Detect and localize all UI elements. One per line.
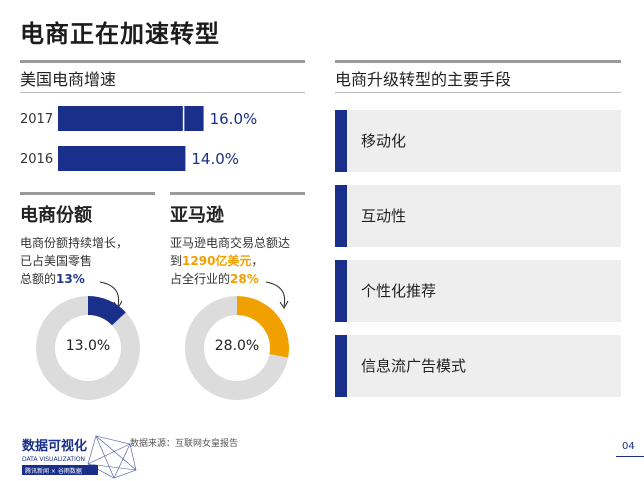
method-item-label: 个性化推荐 <box>361 282 437 300</box>
method-item-label: 互动性 <box>361 207 407 225</box>
donut-slice <box>88 296 126 326</box>
bar-value-label: 16.0% <box>210 110 258 128</box>
amazon-highlight: 28% <box>230 272 259 286</box>
section-divider <box>20 92 305 93</box>
data-source: 数据来源：互联网女皇报告 <box>130 439 239 449</box>
data-visualization-logo: 数据可视化 DATA VISUALIZATION 腾讯新闻 × 谷雨数据 <box>18 430 142 480</box>
amazon-arrowhead-icon <box>279 300 289 309</box>
share-section-title: 电商份额 <box>20 205 92 226</box>
logo-title: 数据可视化 <box>22 438 87 454</box>
amazon-text-line: 到1290亿美元， <box>170 252 320 270</box>
bar-category-label: 2016 <box>20 152 53 167</box>
bar-value-label: 14.0% <box>191 150 239 168</box>
amazon-text-line: 占全行业的28% <box>170 270 320 288</box>
bar-category-label: 2017 <box>20 112 53 127</box>
methods-section-title: 电商升级转型的主要手段 <box>335 70 512 89</box>
donut-slice <box>185 296 289 400</box>
amazon-section-title: 亚马逊 <box>170 205 224 226</box>
share-donut-label: 13.0% <box>65 338 111 354</box>
footer-spacer <box>0 420 644 421</box>
amazon-text-suffix: ， <box>251 254 264 268</box>
logo-brand-bar <box>22 465 98 475</box>
method-item-mobile: 移动化 <box>335 110 621 172</box>
network-graphic-icon <box>87 435 137 479</box>
share-description: 电商份额持续增长， 已占美国零售 总额的13% <box>20 234 170 288</box>
section-divider <box>170 192 305 195</box>
section-divider <box>335 92 621 93</box>
amazon-text-line: 亚马逊电商交易总额达 <box>170 236 291 250</box>
share-arrow-icon <box>99 281 120 307</box>
amazon-highlight: 1290亿美元 <box>182 254 252 268</box>
amazon-arrow-icon <box>265 281 286 307</box>
amazon-description: 亚马逊电商交易总额达 到1290亿美元， 占全行业的28% <box>170 234 320 288</box>
page-title: 电商正在加速转型 <box>20 20 220 48</box>
share-highlight: 13% <box>56 272 85 286</box>
section-divider <box>20 60 305 63</box>
method-item-interactive: 互动性 <box>335 185 621 247</box>
donut-charts <box>36 281 290 400</box>
method-item-personalized: 个性化推荐 <box>335 260 621 322</box>
growth-section-title: 美国电商增速 <box>20 70 117 89</box>
bar-2016 <box>58 146 186 171</box>
share-text-line: 总额的13% <box>20 270 170 288</box>
logo-brand: 腾讯新闻 × 谷雨数据 <box>25 467 82 475</box>
section-divider <box>20 192 155 195</box>
donut-slice <box>36 296 141 400</box>
method-item-label: 移动化 <box>361 132 407 150</box>
method-item-feed-ads: 信息流广告模式 <box>335 335 621 397</box>
logo-subtitle: DATA VISUALIZATION <box>22 456 85 463</box>
method-item-label: 信息流广告模式 <box>361 357 467 375</box>
amazon-donut-label: 28.0% <box>214 338 260 354</box>
share-text-prefix: 总额的 <box>20 272 57 286</box>
growth-bar-chart: 2017 16.0% 2016 14.0% <box>20 106 258 171</box>
page-number: 04 <box>622 441 635 452</box>
donut-slice <box>237 296 290 358</box>
section-divider <box>335 60 621 63</box>
page-number-rule <box>616 456 644 457</box>
share-text-line: 已占美国零售 <box>20 254 93 268</box>
share-text-line: 电商份额持续增长， <box>20 236 129 250</box>
bar-2017 <box>58 106 204 131</box>
amazon-text-prefix: 到 <box>170 254 183 268</box>
amazon-text-prefix: 占全行业的 <box>170 272 231 286</box>
